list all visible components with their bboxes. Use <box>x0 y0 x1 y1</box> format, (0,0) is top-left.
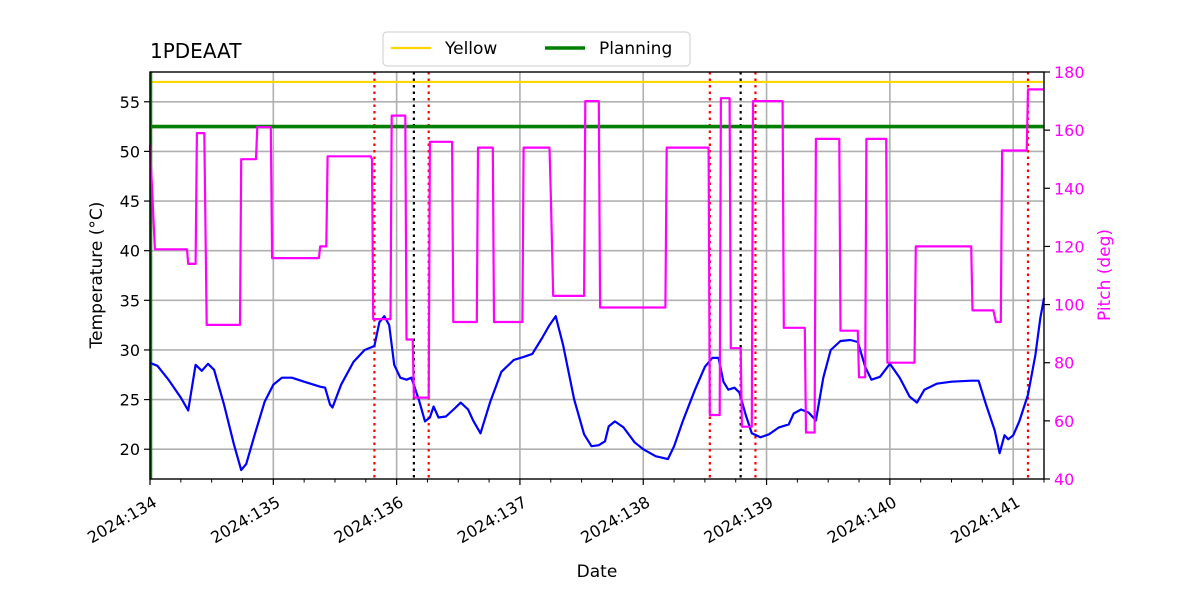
legend: Yellow Planning <box>382 31 691 67</box>
legend-label-yellow: Yellow <box>444 39 497 59</box>
y-tick-label-7: 55 <box>120 93 140 112</box>
y-axis-title: Temperature (°C) <box>87 202 107 350</box>
y2-axis-title: Pitch (deg) <box>1095 229 1115 321</box>
y2-tick-label-4: 120 <box>1054 237 1085 256</box>
x-axis-title: Date <box>577 562 618 582</box>
y-tick-label-5: 45 <box>120 192 140 211</box>
limit-lines <box>149 72 1044 479</box>
y2-axis-ticks: 40 60 80 100 120 140 160 180 <box>1044 63 1085 489</box>
y2-tick-label-3: 100 <box>1054 296 1085 315</box>
y-tick-label-0: 20 <box>120 440 140 459</box>
series-line-temperature <box>149 298 1046 472</box>
y2-tick-label-7: 180 <box>1054 63 1085 82</box>
y-tick-label-4: 40 <box>120 242 140 261</box>
y2-tick-label-1: 60 <box>1054 412 1074 431</box>
y-axis-ticks: 20 25 30 35 40 45 50 55 <box>120 93 150 459</box>
series-lines <box>148 88 1046 472</box>
y-tick-label-1: 25 <box>120 391 140 410</box>
chart-title: 1PDEAAT <box>150 39 242 63</box>
y-tick-label-3: 35 <box>120 291 140 310</box>
y-tick-label-2: 30 <box>120 341 140 360</box>
legend-label-planning: Planning <box>599 39 672 59</box>
y2-tick-label-0: 40 <box>1054 470 1074 489</box>
series-line-pitch <box>148 88 1044 434</box>
legend-box <box>382 31 691 67</box>
y2-tick-label-5: 140 <box>1054 179 1085 198</box>
y-tick-label-6: 50 <box>120 142 140 161</box>
y2-tick-label-6: 160 <box>1054 121 1085 140</box>
y2-tick-label-2: 80 <box>1054 354 1074 373</box>
grid <box>149 72 1044 479</box>
plot-frame <box>149 71 1045 480</box>
